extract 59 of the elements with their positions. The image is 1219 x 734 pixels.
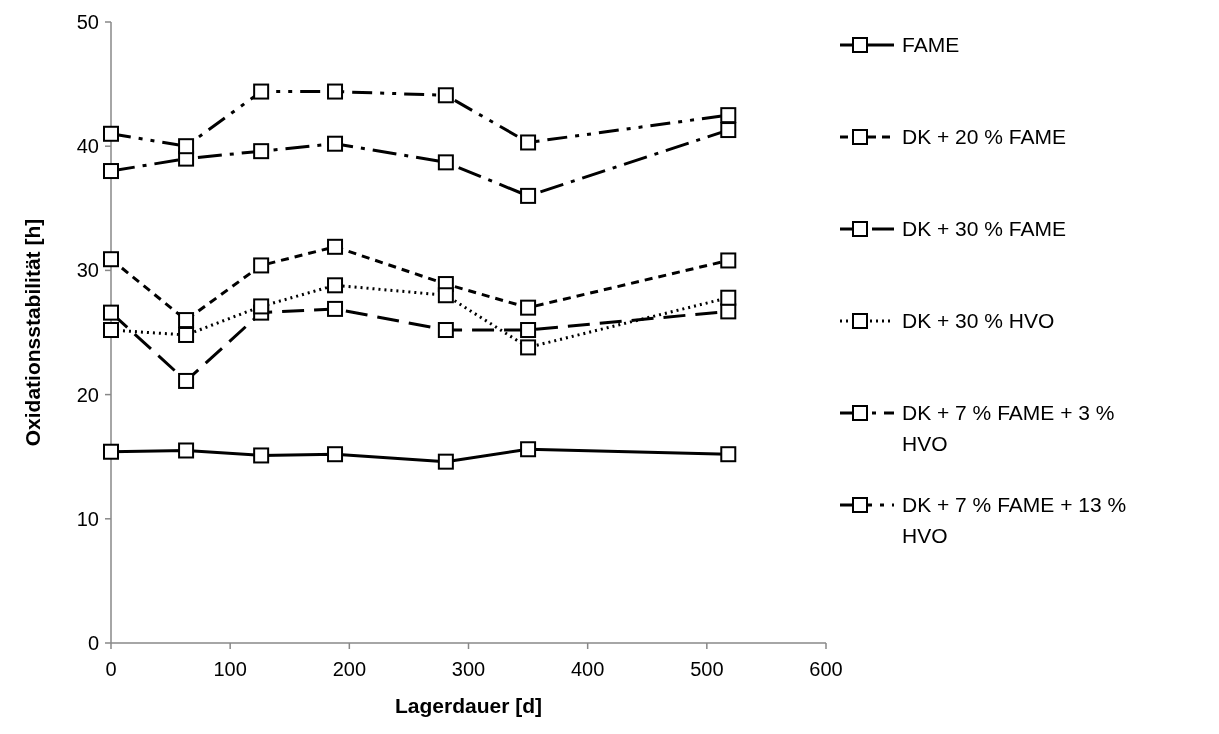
x-tick-label: 300 — [451, 658, 486, 680]
point — [103, 251, 119, 268]
point — [520, 187, 537, 204]
y-tick-label: 50 — [76, 11, 99, 33]
point — [103, 304, 119, 321]
y-tick-label: 0 — [87, 632, 99, 654]
point — [327, 277, 344, 294]
legend-label: DK + 7 % FAME + 3 % HVO — [902, 401, 1115, 455]
x-tick-label: 0 — [105, 658, 117, 680]
point — [178, 442, 195, 459]
point — [178, 326, 195, 343]
x-tick-label: 600 — [809, 658, 843, 680]
point — [253, 298, 270, 315]
point — [437, 87, 454, 104]
point — [103, 125, 119, 142]
point — [437, 287, 454, 304]
point — [327, 300, 344, 317]
x-tick-label: 200 — [332, 658, 367, 680]
x-tick-label: 500 — [690, 658, 724, 680]
point — [437, 322, 454, 339]
y-tick-label: 20 — [76, 383, 99, 406]
legend-label: DK + 7 % FAME + 13 % HVO — [902, 493, 1127, 547]
point — [520, 339, 537, 356]
point — [720, 446, 737, 463]
legend-label: FAME — [902, 33, 960, 56]
y-tick-label: 40 — [76, 135, 99, 158]
x-axis-title: Lagerdauer [d] — [394, 694, 543, 717]
point — [327, 135, 344, 152]
point — [327, 446, 344, 463]
point — [178, 138, 195, 155]
point — [327, 238, 344, 255]
point — [103, 443, 119, 460]
point — [720, 122, 737, 139]
point — [103, 163, 119, 180]
x-tick-label: 400 — [570, 658, 605, 680]
point — [253, 257, 270, 274]
y-axis-title: Oxidationsstabilität [h] — [21, 218, 44, 447]
point — [178, 372, 195, 389]
point — [178, 312, 195, 329]
point — [520, 299, 537, 316]
point — [327, 83, 344, 100]
point — [103, 322, 119, 339]
y-tick-label: 10 — [76, 507, 99, 530]
x-tick-label: 100 — [213, 658, 247, 680]
legend-label: DK + 30 % HVO — [902, 309, 1055, 332]
point — [520, 322, 537, 339]
point — [520, 134, 537, 151]
point — [720, 252, 737, 269]
legend-label: DK + 30 % FAME — [902, 217, 1066, 240]
point — [520, 441, 537, 458]
point — [253, 447, 270, 464]
legend-label: DK + 20 % FAME — [902, 125, 1066, 148]
point — [720, 107, 737, 124]
point — [253, 143, 270, 160]
point — [253, 83, 270, 100]
point — [437, 453, 454, 470]
y-tick-label: 30 — [76, 259, 99, 282]
point — [437, 154, 454, 171]
point — [720, 289, 737, 306]
